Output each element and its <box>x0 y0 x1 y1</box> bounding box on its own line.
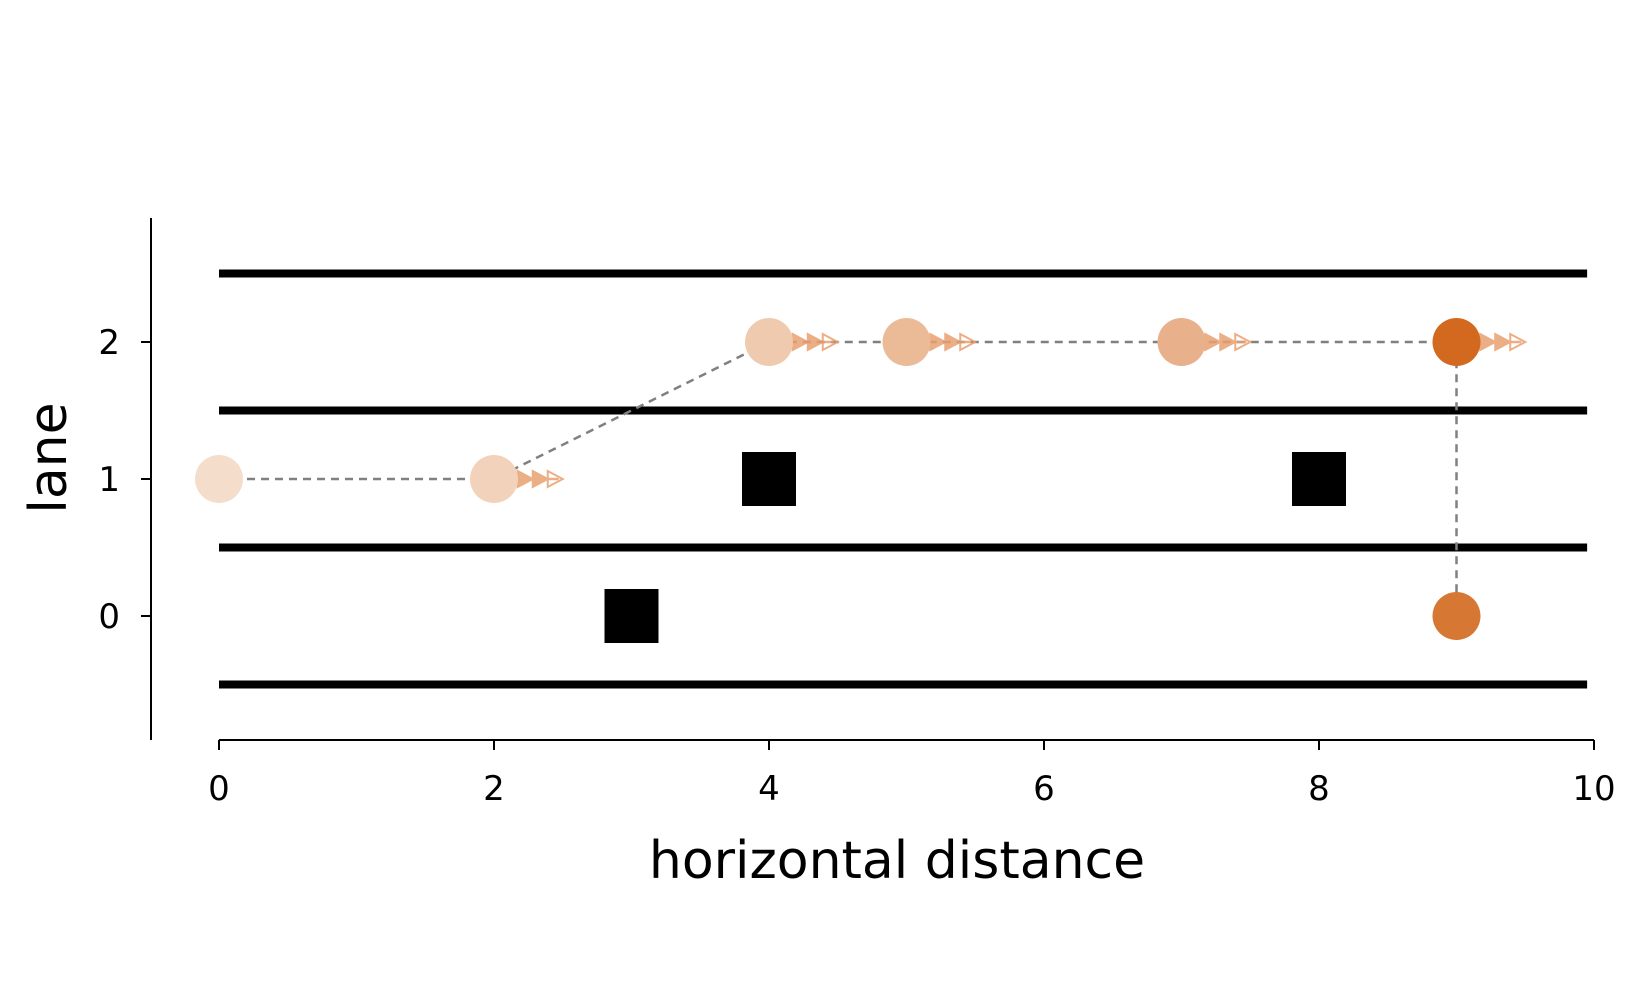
x-tick-label: 8 <box>1308 769 1330 809</box>
trajectory-points <box>195 318 1481 640</box>
x-axis-title: horizontal distance <box>649 831 1145 891</box>
arrow-head <box>531 469 550 489</box>
axes: 0 2 4 6 8 10 0 1 2 <box>98 218 1616 809</box>
trajectory-path <box>219 340 1458 616</box>
arrow-head <box>1479 332 1498 352</box>
x-tick-label: 2 <box>483 769 505 809</box>
trajectory-point <box>1432 592 1481 640</box>
y-axis-title: lane <box>19 402 79 513</box>
arrow-head <box>944 332 963 352</box>
arrow-head <box>1494 332 1513 352</box>
trajectory-point <box>745 318 793 366</box>
arrow-head <box>806 332 825 352</box>
y-tick-label: 2 <box>98 323 120 363</box>
arrow-head <box>929 332 948 352</box>
obstacles <box>604 452 1346 643</box>
y-tick-label: 1 <box>98 460 120 500</box>
arrow-head <box>516 469 535 489</box>
arrow-head <box>1204 332 1223 352</box>
arrow-head <box>791 332 810 352</box>
x-tick-label: 10 <box>1572 769 1615 809</box>
y-tick-label: 0 <box>98 597 120 637</box>
obstacle-square <box>1292 452 1346 506</box>
obstacle-square <box>604 589 659 643</box>
arrow-head <box>1219 332 1238 352</box>
lane-boundaries <box>219 269 1588 689</box>
obstacle-square <box>742 452 796 506</box>
trajectory-dashed-line <box>219 340 1458 616</box>
trajectory-point <box>1432 318 1481 366</box>
x-tick-label: 6 <box>1033 769 1055 809</box>
trajectory-point <box>470 455 518 503</box>
velocity-arrow <box>1181 332 1253 352</box>
trajectory-point <box>195 455 243 503</box>
trajectory-point <box>882 318 931 366</box>
x-tick-label: 4 <box>758 769 780 809</box>
trajectory-point <box>1157 318 1206 366</box>
x-tick-label: 0 <box>208 769 230 809</box>
